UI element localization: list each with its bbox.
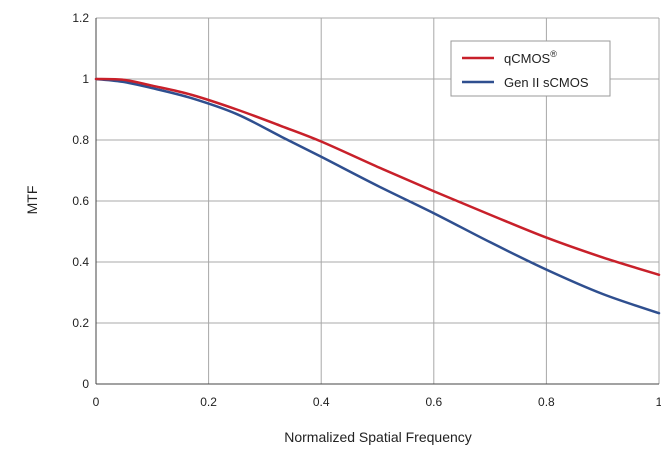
- legend: qCMOS® Gen II sCMOS: [450, 40, 611, 97]
- y-tick-label: 0: [82, 377, 89, 391]
- legend-label-qcmos: qCMOS®: [504, 49, 557, 66]
- series-line-gen-ii-scmos: [94, 77, 661, 315]
- y-tick-label: 0.2: [72, 316, 89, 330]
- legend-label-gen-ii-scmos: Gen II sCMOS: [504, 75, 589, 90]
- x-tick-label: 0.8: [538, 395, 555, 409]
- legend-box: [450, 40, 611, 97]
- x-tick-label: 1: [656, 395, 661, 409]
- x-tick-label: 0.2: [200, 395, 217, 409]
- y-tick-label: 0.6: [72, 194, 89, 208]
- x-axis-label: Normalized Spatial Frequency: [284, 429, 472, 445]
- x-tick-label: 0: [93, 395, 100, 409]
- x-tick-label: 0.4: [313, 395, 330, 409]
- y-tick-label: 0.4: [72, 255, 89, 269]
- tick-labels: 0 0.2 0.4 0.6 0.8 1 0 0.2 0.4 0.6 0.8 1 1.2: [72, 11, 661, 409]
- series-lines: [94, 77, 661, 315]
- series-line-qcmos: [94, 77, 661, 277]
- y-tick-label: 0.8: [72, 133, 89, 147]
- y-tick-label: 1.2: [72, 11, 89, 25]
- y-axis-label: MTF: [24, 186, 40, 215]
- y-tick-label: 1: [82, 72, 89, 86]
- x-tick-label: 0.6: [425, 395, 442, 409]
